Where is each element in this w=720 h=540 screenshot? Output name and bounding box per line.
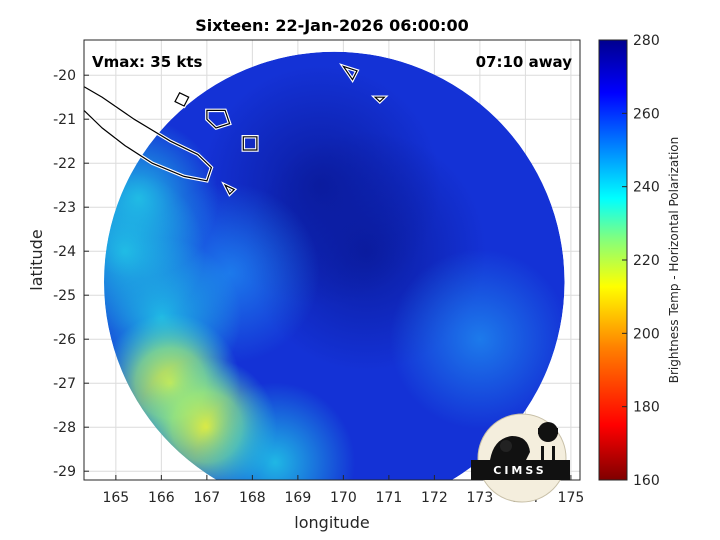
y-tick-label: -26 xyxy=(53,332,76,348)
colorbar-tick-label: 240 xyxy=(633,180,660,196)
x-tick-label: 173 xyxy=(467,490,494,506)
vmax-annotation: Vmax: 35 kts xyxy=(92,53,202,71)
x-tick-label: 167 xyxy=(193,490,220,506)
y-tick-label: -29 xyxy=(53,464,76,480)
lifou-coast xyxy=(206,109,231,129)
swath-field xyxy=(104,51,565,480)
x-tick-label: 171 xyxy=(376,490,403,506)
svg-text:CIMSS: CIMSS xyxy=(493,464,546,477)
y-tick-label: -27 xyxy=(53,376,76,392)
time-away-annotation: 07:10 away xyxy=(476,53,573,71)
y-tick-label: -24 xyxy=(53,244,76,260)
coastlines xyxy=(84,63,389,197)
colorbar-tick-label: 200 xyxy=(633,326,660,342)
field-sample xyxy=(195,382,356,480)
colorbar-tick-label: 260 xyxy=(633,106,660,122)
x-tick-label: 175 xyxy=(558,490,585,506)
cimss-logo: CIMSS xyxy=(471,413,570,503)
x-tick-label: 172 xyxy=(421,490,448,506)
ouvea-coast xyxy=(174,92,190,107)
y-axis-label: latitude xyxy=(27,229,46,290)
x-tick-label: 166 xyxy=(148,490,175,506)
x-tick-label: 165 xyxy=(102,490,129,506)
colorbar-tick-label: 180 xyxy=(633,400,660,416)
x-tick-label: 169 xyxy=(285,490,312,506)
isle-of-pines-coast xyxy=(223,183,236,195)
x-tick-label: 170 xyxy=(330,490,357,506)
axis-ticks: 165166167168169170171172173174175-20-21-… xyxy=(53,68,584,506)
hunter-island-coast xyxy=(373,96,386,103)
field-sample xyxy=(389,249,565,430)
new-caledonia-coast xyxy=(84,85,213,182)
y-tick-label: -21 xyxy=(53,112,76,128)
colorbar-ticks: 280 260 240 220 200 180 160 xyxy=(622,33,660,489)
colorbar-tick-label: 160 xyxy=(633,473,660,489)
y-tick-label: -20 xyxy=(53,68,76,84)
field-sample xyxy=(104,118,219,279)
axes-box xyxy=(83,39,581,481)
y-tick-label: -28 xyxy=(53,420,76,436)
matthew-island-coast xyxy=(341,65,358,81)
x-tick-label: 168 xyxy=(239,490,266,506)
colorbar-label: Brightness Temp - Horizontal Polarizatio… xyxy=(667,137,681,384)
x-axis-label: longitude xyxy=(294,513,369,532)
colorbar-tick-label: 220 xyxy=(633,253,660,269)
y-tick-label: -25 xyxy=(53,288,76,304)
colorbar-tick-label: 280 xyxy=(633,33,660,49)
chart-title: Sixteen: 22-Jan-2026 06:00:00 xyxy=(195,16,468,35)
y-tick-label: -23 xyxy=(53,200,76,216)
y-tick-label: -22 xyxy=(53,156,76,172)
mare-coast xyxy=(242,136,258,151)
